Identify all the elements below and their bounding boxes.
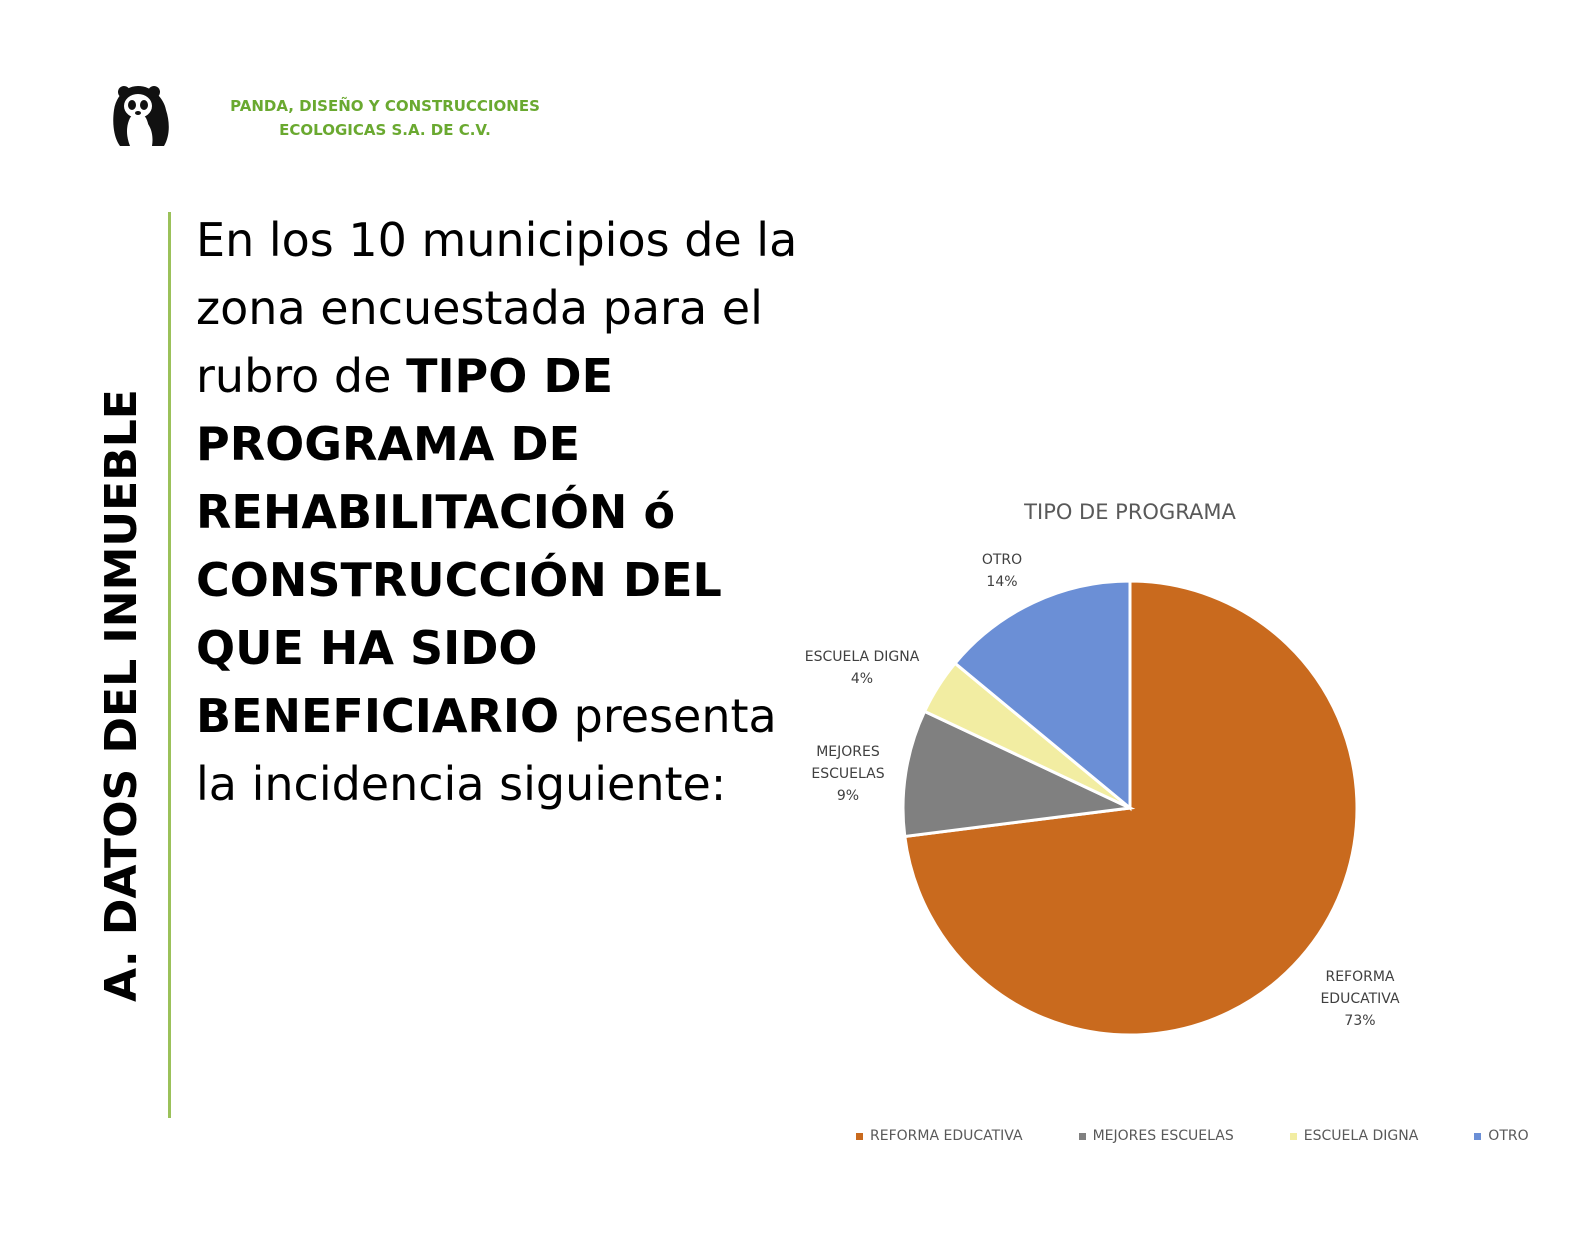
legend-item-mejores-escuelas: MEJORES ESCUELAS xyxy=(1078,1128,1234,1144)
pie-slice-mejores-escuelas xyxy=(901,709,1136,839)
pie-slice-otro xyxy=(952,579,1132,812)
legend-item-reforma-educativa: REFORMA EDUCATIVA xyxy=(856,1128,1023,1144)
chart-title: TIPO DE PROGRAMA xyxy=(1024,500,1236,524)
data-label-line: 9% xyxy=(836,788,860,804)
legend-swatch xyxy=(1289,1132,1297,1140)
data-label-line: 4% xyxy=(850,671,874,687)
legend-label: MEJORES ESCUELAS xyxy=(1092,1128,1234,1144)
chart-legend: REFORMA EDUCATIVA MEJORES ESCUELAS ESCUELA… xyxy=(838,1128,1567,1144)
legend-item-otro: OTRO xyxy=(1474,1128,1529,1144)
legend-item-escuela-digna: ESCUELA DIGNA xyxy=(1289,1128,1419,1144)
legend-swatch xyxy=(1474,1132,1482,1140)
legend-label: OTRO xyxy=(1488,1128,1529,1144)
data-label-mejores-escuelas: MEJORES ESCUELAS 9% xyxy=(811,741,884,807)
data-label-escuela-digna: ESCUELA DIGNA 4% xyxy=(805,646,920,690)
data-label-line: ESCUELAS xyxy=(811,766,885,782)
legend-label: ESCUELA DIGNA xyxy=(1303,1128,1419,1144)
data-label-otro: OTRO 14% xyxy=(982,549,1022,593)
company-name: PANDA, DISEÑO Y CONSTRUCCIONES ECOLOGICA… xyxy=(200,94,570,142)
company-name-line1: PANDA, DISEÑO Y CONSTRUCCIONES xyxy=(230,97,540,115)
data-label-line: 14% xyxy=(986,574,1018,590)
legend-swatch xyxy=(856,1132,863,1140)
data-label-line: EDUCATIVA xyxy=(1320,991,1400,1007)
panda-logo-icon xyxy=(113,86,169,146)
data-label-reforma-educativa: REFORMA EDUCATIVA 73% xyxy=(1320,966,1399,1032)
body-text-part1: En los 10 municipios de la zona encuesta… xyxy=(196,213,798,403)
data-label-line: 73% xyxy=(1344,1013,1376,1029)
data-label-line: MEJORES xyxy=(816,744,880,760)
company-name-line2: ECOLOGICAS S.A. DE C.V. xyxy=(279,121,491,139)
section-title: A. DATOS DEL INMUEBLE xyxy=(96,389,147,1002)
data-label-line: OTRO xyxy=(981,552,1023,568)
body-text-bold: TIPO DE PROGRAMA DE REHABILITACIÓN ó CON… xyxy=(196,349,722,743)
data-label-line: ESCUELA DIGNA xyxy=(804,649,920,665)
legend-label: REFORMA EDUCATIVA xyxy=(870,1128,1023,1144)
section-divider xyxy=(168,212,171,1118)
body-text-part2: presenta la incidencia siguiente: xyxy=(196,689,777,811)
data-label-line: REFORMA xyxy=(1325,969,1395,985)
body-paragraph: En los 10 municipios de la zona encuesta… xyxy=(196,206,816,818)
legend-swatch xyxy=(1078,1132,1086,1140)
pie-chart xyxy=(901,579,1359,1037)
